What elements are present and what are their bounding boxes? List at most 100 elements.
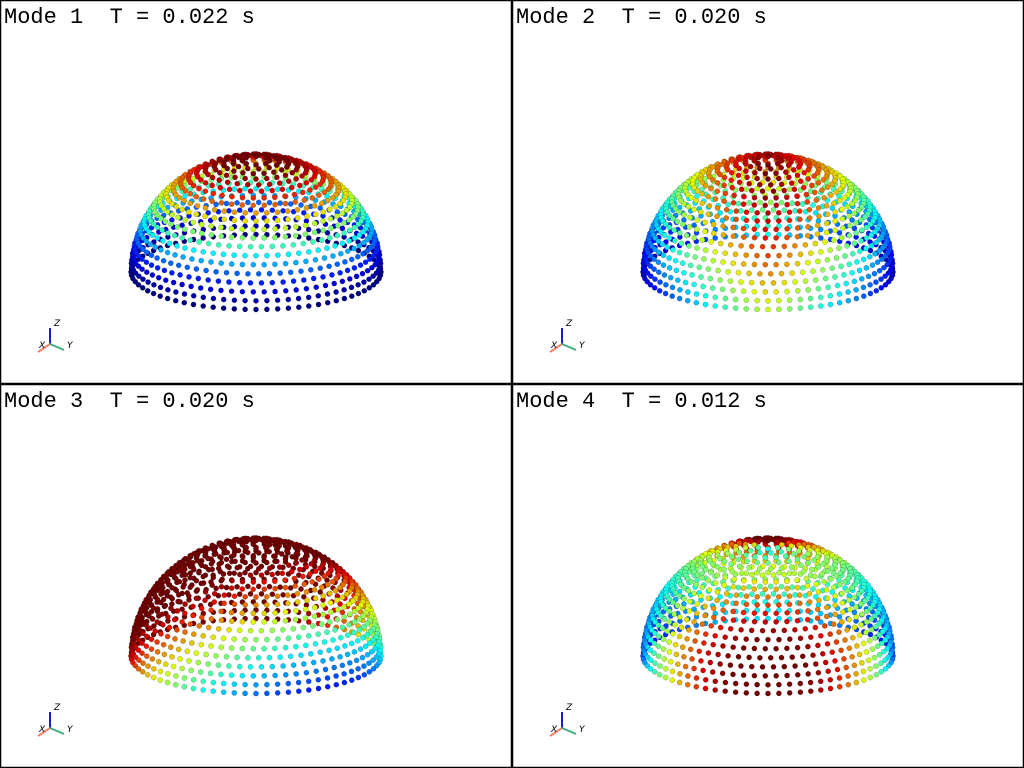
node (851, 225, 858, 232)
node (285, 680, 292, 687)
node (346, 276, 353, 282)
node (355, 281, 361, 288)
node (341, 286, 347, 293)
node (277, 584, 284, 590)
node (728, 553, 735, 560)
dome-model (128, 151, 384, 313)
node (263, 593, 270, 600)
node (173, 203, 180, 210)
node (738, 186, 745, 193)
node (335, 222, 341, 229)
node (229, 193, 235, 200)
node (132, 270, 139, 276)
node (841, 578, 848, 585)
node (868, 626, 875, 633)
node (285, 689, 292, 696)
node (730, 617, 737, 624)
node (333, 191, 339, 198)
node (854, 259, 860, 265)
node (303, 285, 310, 292)
node (788, 180, 795, 186)
node (738, 279, 744, 285)
node (756, 165, 763, 172)
node (661, 232, 668, 238)
node (274, 306, 281, 312)
node (858, 276, 865, 282)
node (355, 674, 362, 681)
node (762, 610, 769, 617)
node (186, 274, 192, 280)
node (709, 285, 716, 291)
node (356, 242, 363, 249)
node (814, 606, 821, 613)
node (843, 664, 850, 671)
node (245, 270, 251, 277)
node (693, 675, 700, 681)
node (346, 237, 352, 244)
node (792, 626, 798, 633)
node (759, 664, 766, 670)
node (670, 247, 676, 253)
node (680, 605, 686, 612)
node (820, 176, 827, 183)
node (172, 252, 178, 258)
node (144, 671, 151, 678)
node (811, 573, 818, 580)
node (729, 568, 736, 575)
node (242, 636, 248, 643)
node (652, 660, 658, 667)
node (218, 287, 224, 294)
node (295, 295, 302, 302)
node (732, 305, 739, 312)
node (154, 255, 160, 261)
node (305, 294, 312, 301)
node (162, 602, 169, 609)
node (287, 201, 294, 207)
node (701, 640, 707, 646)
node (841, 194, 848, 201)
node (717, 209, 724, 216)
node (788, 564, 795, 570)
node (748, 571, 755, 578)
node (790, 551, 797, 557)
node (311, 613, 318, 620)
node (676, 208, 683, 215)
node (765, 176, 771, 182)
node (830, 200, 837, 207)
node (261, 261, 267, 268)
node (840, 609, 846, 615)
node (710, 257, 717, 264)
node (730, 233, 737, 240)
node (873, 287, 880, 294)
node (282, 287, 289, 294)
node (302, 615, 309, 622)
node (242, 297, 248, 304)
node (179, 184, 186, 191)
node (179, 281, 185, 288)
node (174, 243, 180, 249)
node (872, 229, 878, 235)
node (330, 253, 336, 259)
node (211, 599, 218, 605)
node (808, 566, 815, 573)
node (684, 681, 691, 688)
node (228, 609, 235, 616)
node (258, 188, 265, 194)
node (805, 175, 812, 182)
node (672, 641, 679, 648)
node (823, 586, 830, 593)
node (302, 170, 309, 176)
node (827, 685, 834, 692)
node (228, 618, 235, 624)
node (849, 653, 855, 660)
node (215, 625, 222, 632)
node (320, 658, 326, 664)
node (741, 193, 747, 200)
node (337, 584, 343, 591)
node (182, 217, 188, 223)
node (197, 176, 204, 183)
node (751, 672, 758, 679)
node (150, 290, 157, 297)
z-label: Z (53, 319, 61, 329)
